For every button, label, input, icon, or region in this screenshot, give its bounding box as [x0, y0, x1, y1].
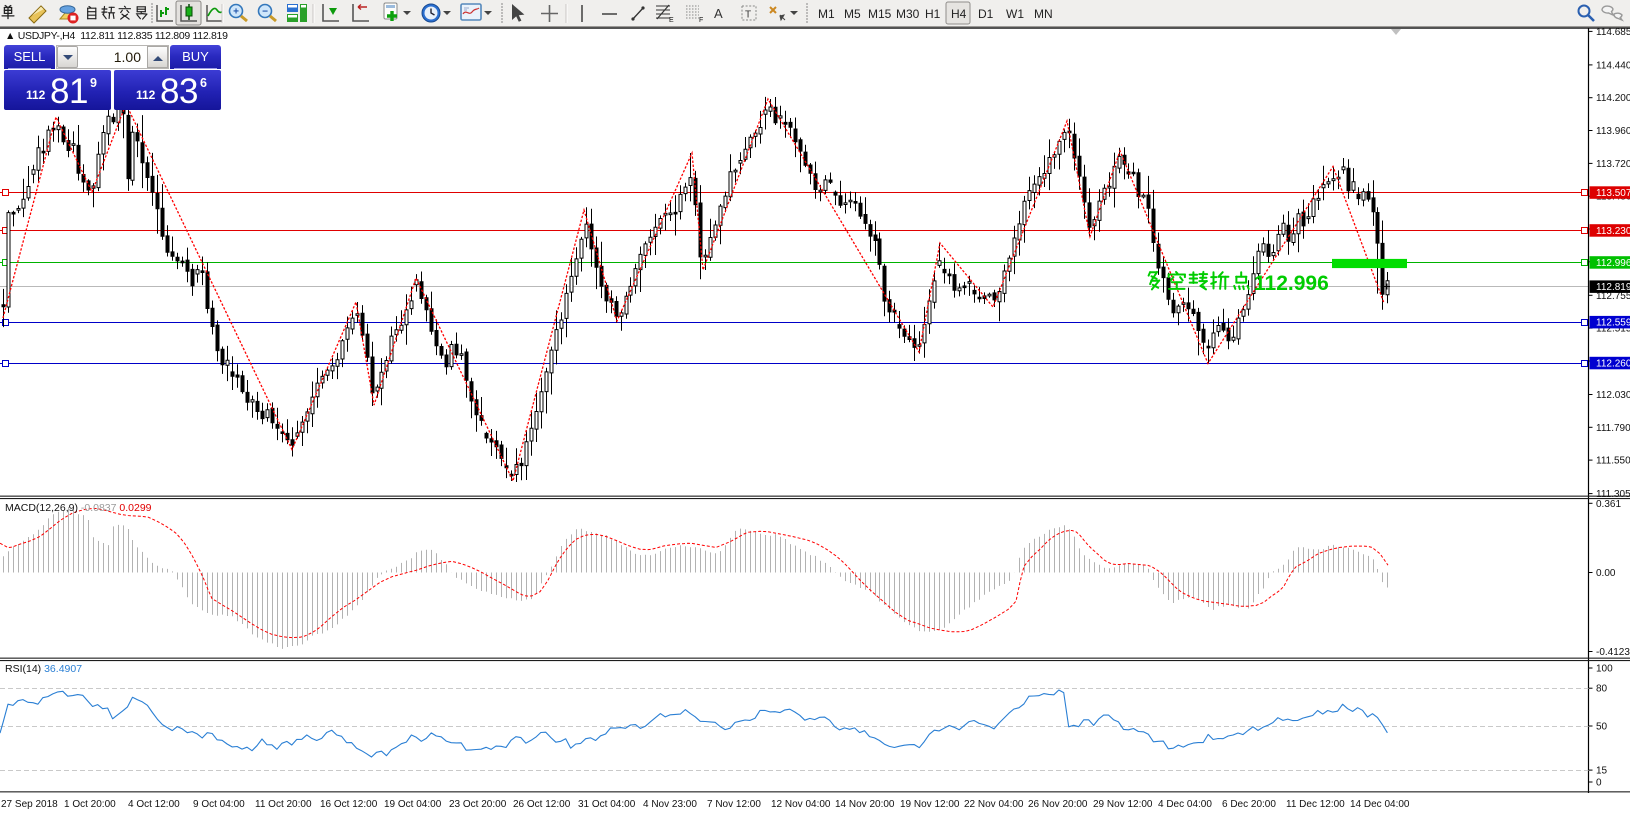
svg-text:M30: M30	[896, 7, 920, 21]
svg-text:114.440: 114.440	[1596, 60, 1630, 71]
svg-text:50: 50	[1596, 722, 1608, 733]
svg-text:MACD(12,26,9) -0.0837 0.0299: MACD(12,26,9) -0.0837 0.0299	[5, 502, 152, 514]
svg-text:+: +	[233, 7, 239, 18]
svg-text:113.507: 113.507	[1596, 188, 1630, 199]
svg-text:7 Nov 12:00: 7 Nov 12:00	[707, 799, 761, 810]
svg-text:12 Nov 04:00: 12 Nov 04:00	[771, 799, 831, 810]
svg-text:112.559: 112.559	[1596, 318, 1630, 329]
svg-text:112.996: 112.996	[1596, 258, 1630, 269]
svg-text:−: −	[262, 7, 268, 18]
svg-text:113.960: 113.960	[1596, 126, 1630, 137]
svg-text:M5: M5	[844, 7, 861, 21]
svg-text:14 Dec 04:00: 14 Dec 04:00	[1350, 799, 1410, 810]
svg-text:112.819: 112.819	[1596, 282, 1630, 293]
svg-text:112.755: 112.755	[1596, 291, 1630, 302]
svg-text:80: 80	[1596, 684, 1608, 695]
svg-text:16 Oct 12:00: 16 Oct 12:00	[320, 799, 378, 810]
svg-text:112.515: 112.515	[1596, 324, 1630, 335]
svg-text:T: T	[745, 10, 751, 21]
svg-text:19 Oct 04:00: 19 Oct 04:00	[384, 799, 442, 810]
svg-text:113.720: 113.720	[1596, 159, 1630, 170]
svg-text:112.030: 112.030	[1596, 390, 1630, 401]
svg-text:9 Oct 04:00: 9 Oct 04:00	[193, 799, 245, 810]
svg-text:14 Nov 20:00: 14 Nov 20:00	[835, 799, 895, 810]
svg-text:6 Dec 20:00: 6 Dec 20:00	[1222, 799, 1276, 810]
svg-text:26 Nov 20:00: 26 Nov 20:00	[1028, 799, 1088, 810]
svg-text:0.361: 0.361	[1596, 499, 1621, 510]
svg-text:31 Oct 04:00: 31 Oct 04:00	[578, 799, 636, 810]
svg-text:112.260: 112.260	[1596, 359, 1630, 370]
svg-text:11 Dec 12:00: 11 Dec 12:00	[1286, 799, 1345, 810]
svg-text:H4: H4	[951, 7, 967, 21]
svg-text:F: F	[699, 17, 703, 24]
svg-text:RSI(14) 36.4907: RSI(14) 36.4907	[5, 663, 82, 675]
svg-text:113.230: 113.230	[1596, 226, 1630, 237]
svg-text:A: A	[714, 6, 723, 21]
svg-text:11 Oct 20:00: 11 Oct 20:00	[255, 799, 312, 810]
svg-text:H1: H1	[925, 7, 941, 21]
svg-text:100: 100	[1596, 664, 1613, 675]
svg-text:4 Oct 12:00: 4 Oct 12:00	[128, 799, 180, 810]
svg-text:M15: M15	[868, 7, 892, 21]
svg-text:111.305: 111.305	[1596, 489, 1630, 500]
svg-text:D1: D1	[978, 7, 994, 21]
svg-text:114.685: 114.685	[1596, 28, 1630, 38]
svg-text:W1: W1	[1006, 7, 1024, 21]
svg-text:23 Oct 20:00: 23 Oct 20:00	[449, 799, 507, 810]
svg-text:M1: M1	[818, 7, 835, 21]
svg-text:19 Nov 12:00: 19 Nov 12:00	[900, 799, 960, 810]
svg-text:E: E	[669, 17, 674, 24]
svg-text:26 Oct 12:00: 26 Oct 12:00	[513, 799, 571, 810]
svg-text:114.200: 114.200	[1596, 93, 1630, 104]
svg-text:112.996: 112.996	[1254, 272, 1329, 295]
svg-text:22 Nov 04:00: 22 Nov 04:00	[964, 799, 1024, 810]
svg-text:27 Sep 2018: 27 Sep 2018	[1, 799, 58, 810]
svg-text:15: 15	[1596, 766, 1608, 777]
svg-text:4 Dec 04:00: 4 Dec 04:00	[1158, 799, 1212, 810]
svg-text:111.550: 111.550	[1596, 456, 1630, 467]
svg-text:0: 0	[1596, 778, 1602, 789]
svg-text:1 Oct 20:00: 1 Oct 20:00	[64, 799, 116, 810]
svg-text:-0.4123: -0.4123	[1596, 647, 1630, 658]
svg-text:29 Nov 12:00: 29 Nov 12:00	[1093, 799, 1153, 810]
svg-text:111.790: 111.790	[1596, 423, 1630, 434]
svg-text:4 Nov 23:00: 4 Nov 23:00	[643, 799, 697, 810]
svg-text:MN: MN	[1034, 7, 1053, 21]
svg-text:0.00: 0.00	[1596, 568, 1616, 579]
